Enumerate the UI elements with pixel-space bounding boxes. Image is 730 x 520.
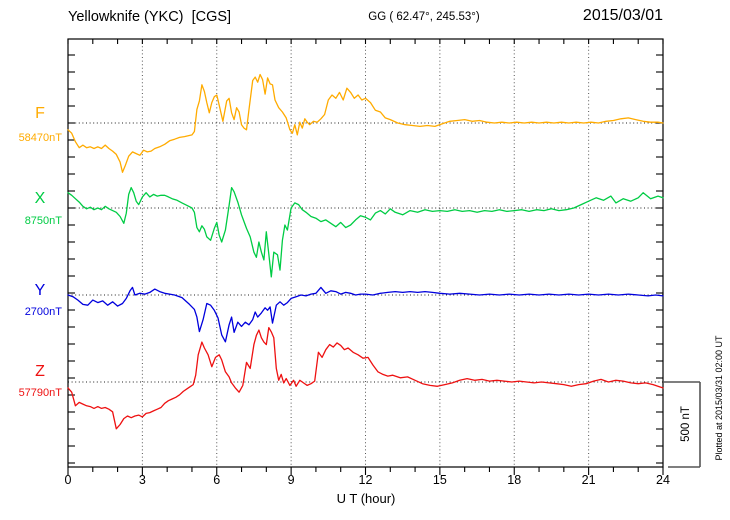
channel-letter-F: F xyxy=(35,105,45,122)
x-tick-label-3: 3 xyxy=(138,473,146,487)
plotted-at-credit: Plotted at 2015/03/31 02:00 UT xyxy=(714,335,724,461)
scale-bar xyxy=(663,381,701,468)
station-title: Yellowknife (YKC) [CGS] xyxy=(68,9,232,25)
trace-Z xyxy=(67,326,664,430)
gridlines xyxy=(68,39,663,467)
channel-letter-X: X xyxy=(34,190,46,207)
x-tick-label-12: 12 xyxy=(358,473,373,487)
x-tick-label-0: 0 xyxy=(64,473,72,487)
x-tick-label-21: 21 xyxy=(581,473,596,487)
trace-X xyxy=(67,186,664,278)
trace-Y xyxy=(67,286,664,343)
x-tick-label-6: 6 xyxy=(213,473,221,487)
geographic-coords-label: GG ( 62.47°, 245.53°) xyxy=(368,11,480,23)
channel-letter-Z: Z xyxy=(35,363,45,380)
channel-letter-Y: Y xyxy=(34,282,46,299)
channel-baseline-Z: 57790nT xyxy=(18,387,62,399)
channel-baseline-X: 8750nT xyxy=(24,215,62,227)
x-tick-label-9: 9 xyxy=(287,473,295,487)
scale-bar-label: 500 nT xyxy=(680,406,692,442)
trace-F xyxy=(67,73,664,173)
x-axis-title: U T (hour) xyxy=(336,491,396,506)
axis-ticks xyxy=(67,39,664,475)
channel-baseline-Y: 2700nT xyxy=(24,306,62,318)
x-tick-label-24: 24 xyxy=(656,473,670,487)
plot-date: 2015/03/01 xyxy=(582,7,663,24)
x-tick-label-15: 15 xyxy=(432,473,447,487)
channel-baseline-F: 58470nT xyxy=(18,132,62,144)
x-tick-label-18: 18 xyxy=(507,473,522,487)
